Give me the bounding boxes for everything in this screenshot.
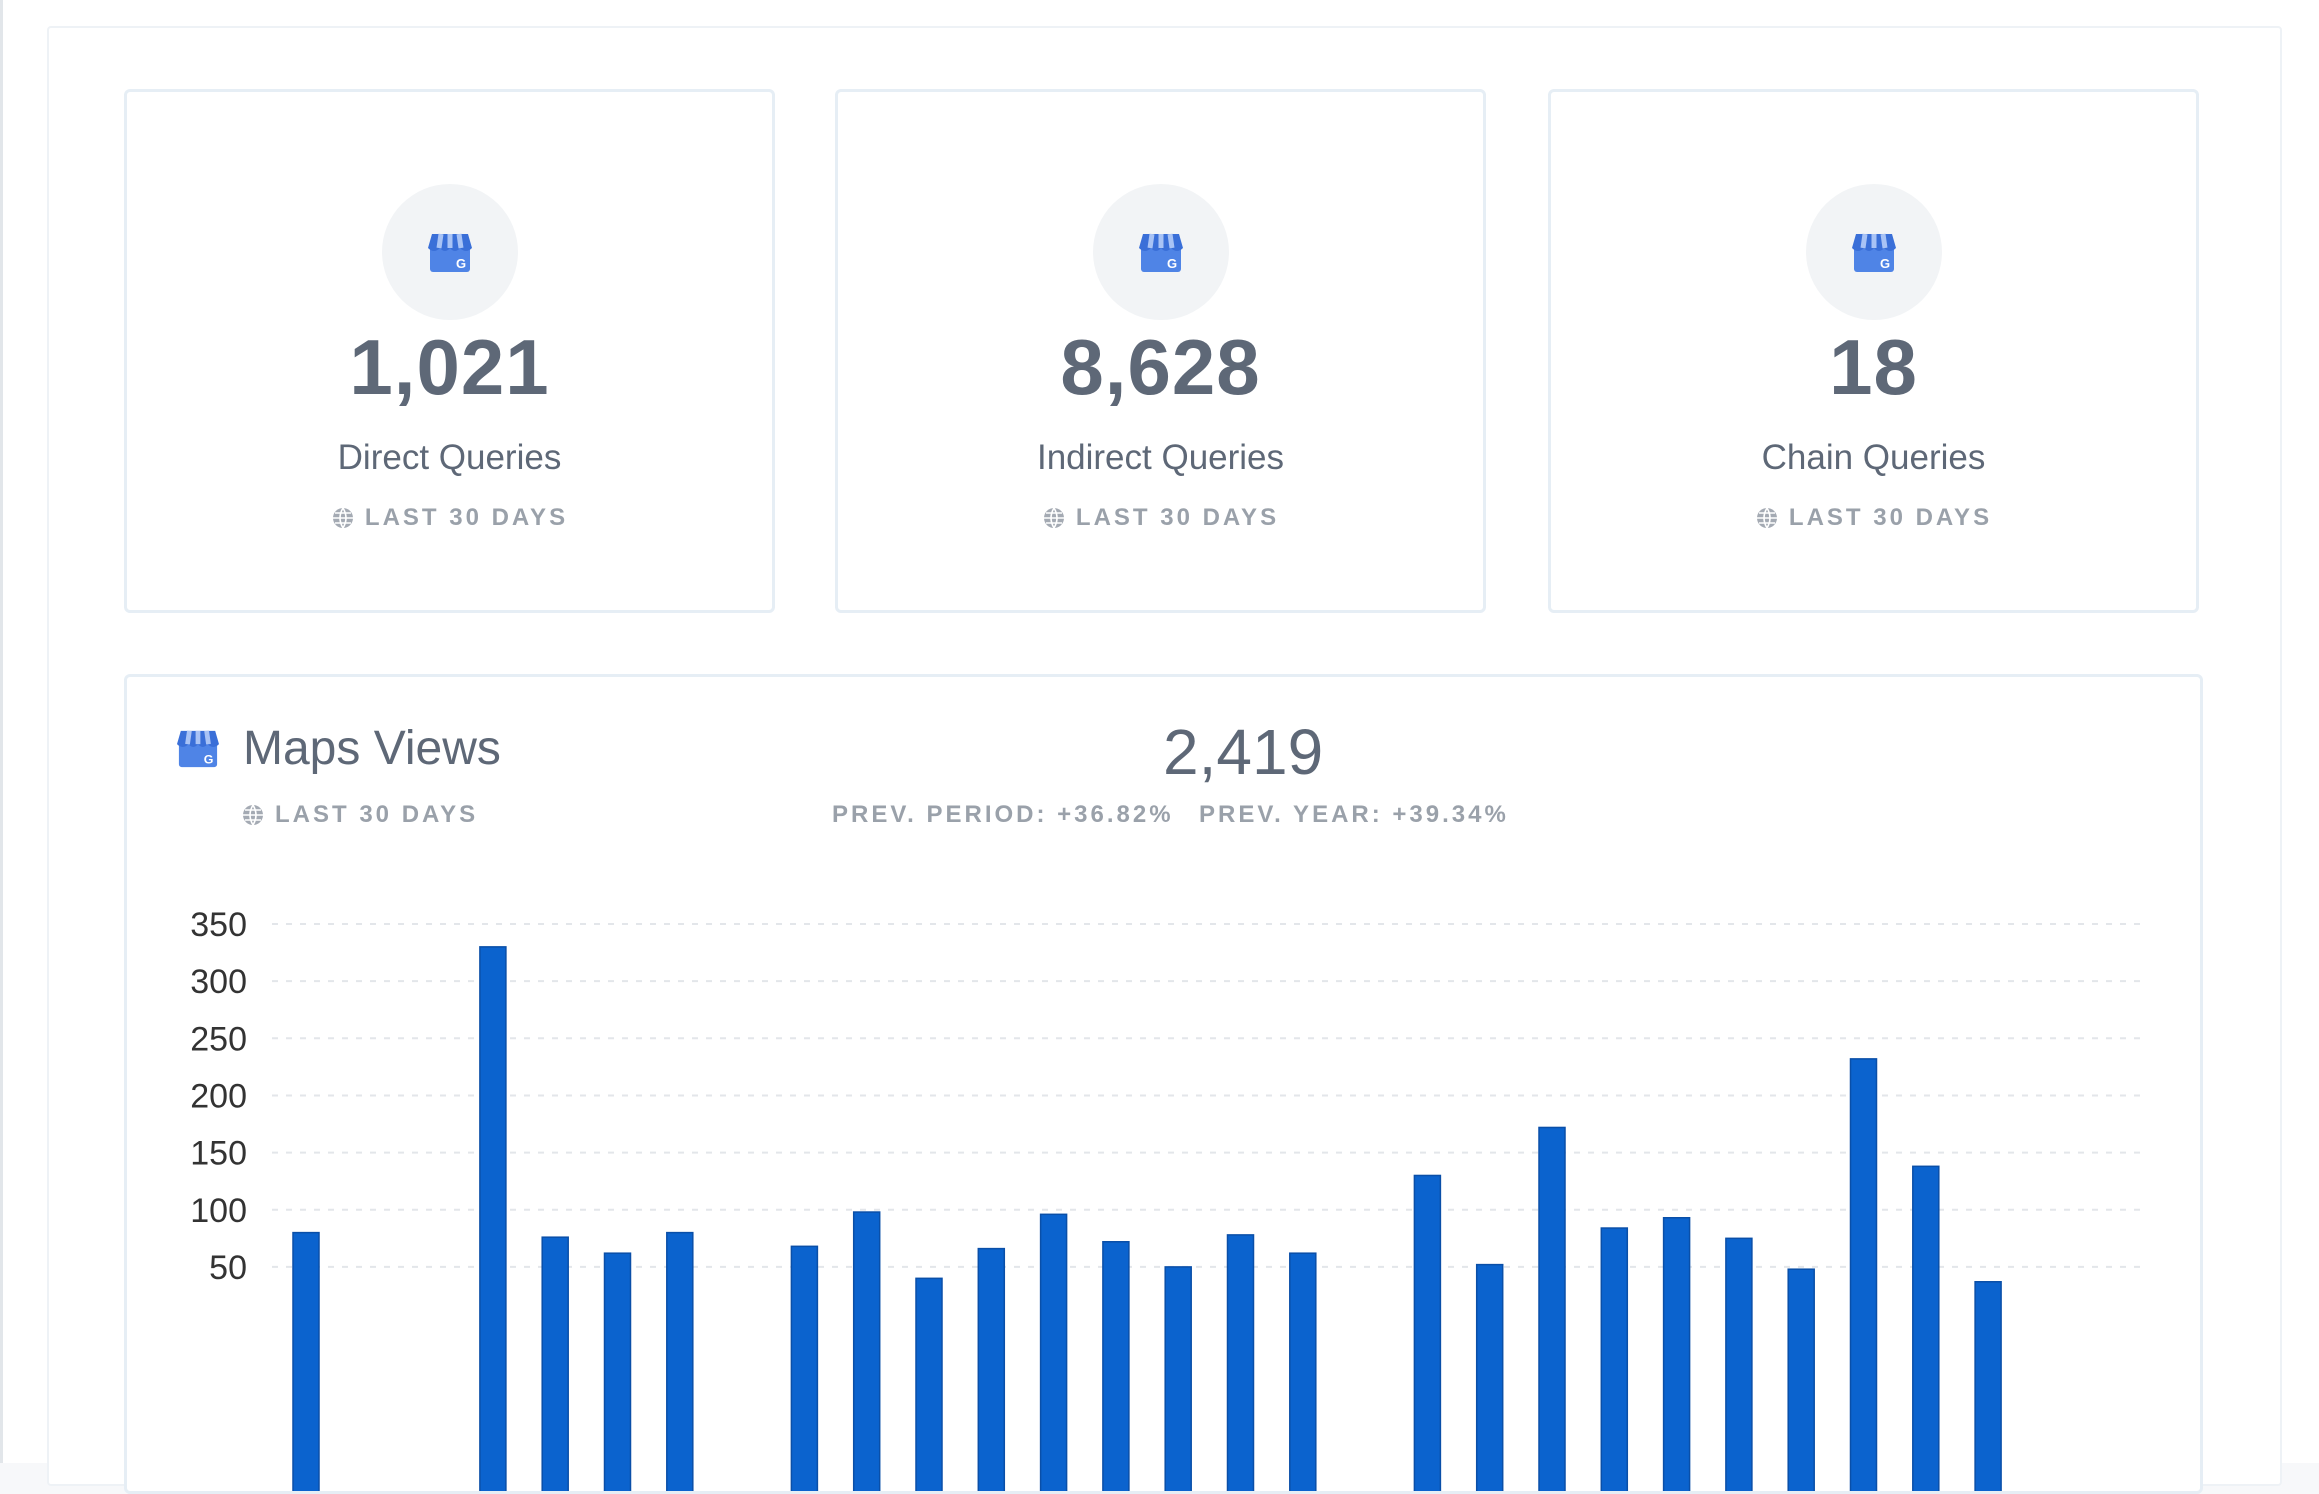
globe-icon [1756, 507, 1777, 530]
stat-period: LAST 30 DAYS [1551, 504, 2196, 532]
store-icon-circle: G [1092, 184, 1229, 320]
google-business-store-icon: G [1138, 233, 1183, 272]
google-business-store-icon: G [427, 233, 472, 272]
y-tick-label: 50 [209, 1249, 247, 1287]
bar[interactable] [1413, 1174, 1442, 1491]
bar[interactable] [852, 1211, 881, 1491]
y-tick-label: 350 [190, 906, 247, 944]
google-business-store-icon: G [177, 730, 219, 768]
svg-text:G: G [1167, 256, 1177, 271]
bar[interactable] [1164, 1266, 1192, 1491]
bar[interactable] [1039, 1213, 1068, 1491]
y-tick-label: 150 [190, 1135, 247, 1173]
svg-text:G: G [204, 752, 214, 766]
stat-label: Chain Queries [1761, 438, 1986, 477]
stat-label: Indirect Queries [1036, 438, 1285, 477]
bar[interactable] [541, 1236, 569, 1491]
chart-total: 2,419 [1163, 716, 1324, 788]
bar[interactable] [1912, 1165, 1940, 1491]
stat-label: Direct Queries [337, 438, 562, 477]
bar[interactable] [1725, 1237, 1753, 1491]
globe-icon [332, 507, 353, 530]
bar[interactable] [1475, 1263, 1504, 1491]
bar[interactable] [1787, 1268, 1815, 1491]
store-icon-circle: G [1805, 184, 1942, 320]
bar[interactable] [1289, 1252, 1317, 1491]
chart-period: LAST 30 DAYS [241, 801, 478, 829]
bar[interactable] [666, 1231, 694, 1491]
bar[interactable] [292, 1231, 320, 1491]
svg-text:G: G [456, 256, 466, 271]
y-tick-label: 250 [190, 1020, 247, 1058]
stat-value: 8,628 [1060, 323, 1261, 411]
google-business-store-icon: G [1851, 233, 1896, 272]
bar[interactable] [1974, 1281, 2002, 1491]
stat-card-indirect-queries: G 8,628 Indirect Queries LAST 30 DAYS [835, 89, 1486, 613]
y-tick-label: 200 [190, 1077, 247, 1115]
stat-period-text: LAST 30 DAYS [1075, 504, 1280, 531]
bar[interactable] [977, 1247, 1006, 1491]
bar[interactable] [1102, 1241, 1130, 1491]
y-tick-label: 100 [190, 1192, 247, 1230]
stat-period: LAST 30 DAYS [838, 504, 1483, 532]
prev-period-change: PREV. PERIOD: +36.82% [832, 801, 1174, 828]
prev-year-change: PREV. YEAR: +39.34% [1199, 801, 1509, 828]
stat-period: LAST 30 DAYS [127, 504, 772, 532]
stat-value: 1,021 [349, 323, 550, 411]
bar[interactable] [603, 1252, 632, 1491]
bar[interactable] [1538, 1126, 1566, 1491]
stat-period-text: LAST 30 DAYS [364, 504, 569, 531]
stat-card-direct-queries: G 1,021 Direct Queries LAST 30 DAYS [124, 89, 775, 613]
stat-period-text: LAST 30 DAYS [1788, 504, 1993, 531]
maps-views-card: G Maps Views LAST 30 DAYS 2,419 PREV. PE… [124, 674, 2203, 1494]
bar[interactable] [1662, 1217, 1691, 1491]
bar[interactable] [1600, 1227, 1629, 1491]
bar[interactable] [790, 1245, 819, 1491]
bar[interactable] [1849, 1058, 1878, 1491]
store-icon-circle: G [381, 184, 518, 320]
bar[interactable] [1226, 1234, 1255, 1491]
chart-title: Maps Views [243, 722, 501, 775]
stat-card-chain-queries: G 18 Chain Queries LAST 30 DAYS [1548, 89, 2199, 613]
maps-views-bar-chart: 50 100 150 200 250 300 350 [190, 906, 2142, 1491]
bar[interactable] [479, 946, 507, 1491]
bar[interactable] [915, 1277, 943, 1491]
y-tick-label: 300 [190, 963, 247, 1001]
globe-icon [1043, 507, 1064, 530]
svg-text:G: G [1880, 256, 1890, 271]
globe-icon [243, 804, 263, 827]
stat-value: 18 [1829, 323, 1918, 411]
chart-period-text: LAST 30 DAYS [275, 801, 479, 828]
